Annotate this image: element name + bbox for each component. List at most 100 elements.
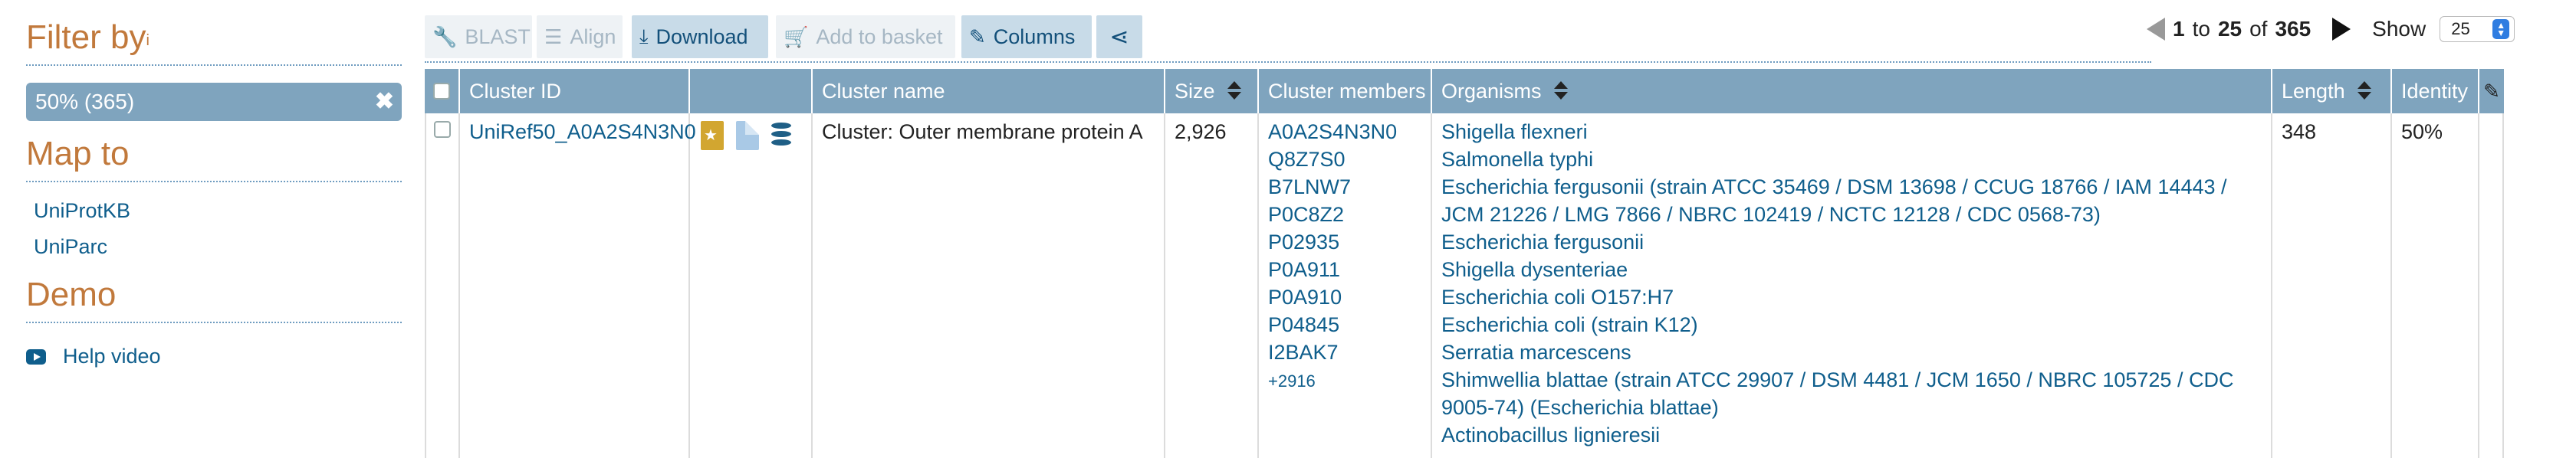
organism-link[interactable]: Shimwellia blattae (strain ATCC 29907 / … [1441,368,2234,419]
organism-link[interactable]: Shigella flexneri [1441,120,1588,143]
cluster-name: Cluster: Outer membrane protein A [822,120,1143,143]
show-label: Show [2372,17,2426,41]
length-cell: 348 [2272,113,2392,458]
map-to-list: UniProtKB UniParc [26,193,402,265]
header-organisms-label: Organisms [1441,79,1542,103]
page-size-select[interactable]: 25 ▲ ▼ [2440,16,2515,42]
blast-button[interactable]: 🔧 BLAST [425,15,532,58]
download-label: Download [656,25,748,48]
previous-page-icon[interactable] [2147,18,2165,41]
page-to-word: to [2192,17,2210,41]
header-cluster-id-label: Cluster ID [469,79,562,103]
row-select-cell [425,113,460,458]
header-size[interactable]: Size [1165,69,1259,113]
more-members-link[interactable]: +2916 [1268,371,1316,391]
database-icon[interactable] [771,123,791,149]
organism-link[interactable]: Escherichia coli (strain K12) [1441,313,1698,336]
cluster-size: 2,926 [1175,120,1227,143]
remove-filter-icon[interactable]: ✖ [374,89,394,114]
basket-icon: 🛒 [784,25,809,48]
header-size-label: Size [1175,79,1215,103]
filter-heading-text: Filter by [26,18,146,56]
document-icon[interactable] [736,121,759,150]
page-to: 25 [2217,17,2242,41]
header-identity-label: Identity [2401,79,2469,103]
header-cluster-name-label: Cluster name [822,79,945,103]
organism-link[interactable]: Escherichia fergusonii [1441,231,1644,254]
wrench-icon: 🔧 [432,25,458,48]
member-link[interactable]: Q8Z7S0 [1268,148,1346,171]
pagination: 1 to 25 of 365 Show 25 ▲ ▼ [2147,14,2515,44]
member-link[interactable]: P0A910 [1268,286,1342,309]
align-label: Align [570,25,616,48]
video-play-icon [26,348,46,365]
info-icon[interactable]: i [146,32,150,49]
organism-link[interactable]: Salmonella typhi [1441,148,1594,171]
sequence-length: 348 [2282,120,2317,143]
add-to-basket-label: Add to basket [816,25,943,48]
select-chevron-icon: ▲ ▼ [2492,19,2510,39]
map-link-uniprotkb[interactable]: UniProtKB [34,199,131,222]
member-link[interactable]: A0A2S4N3N0 [1268,120,1398,143]
organisms-cell: Shigella flexneri Salmonella typhi Esche… [1432,113,2272,458]
download-icon: ⤓ [639,25,649,47]
active-filter-label: 50% (365) [35,90,135,113]
header-cluster-name[interactable]: Cluster name [813,69,1165,113]
member-link[interactable]: P0A911 [1268,258,1341,281]
page-from: 1 [2173,17,2185,41]
edit-columns-cell[interactable]: ✎ [2479,69,2504,113]
add-to-basket-button[interactable]: 🛒 Add to basket [776,15,955,58]
table-header: Cluster ID Cluster name Size Cluster mem… [425,69,2504,113]
filter-heading: Filter byi [26,15,402,66]
identity-cell: 50% [2392,113,2479,458]
map-item-uniprotkb[interactable]: UniProtKB [26,193,402,229]
organism-link[interactable]: Shigella dysenteriae [1441,258,1628,281]
organism-link[interactable]: Serratia marcescens [1441,341,1631,364]
header-identity[interactable]: Identity [2392,69,2479,113]
header-icons [690,69,813,113]
columns-label: Columns [993,25,1076,48]
active-filter-pill[interactable]: 50% (365) ✖ [26,83,402,121]
columns-button[interactable]: ✎ Columns [961,15,1092,58]
header-cluster-id[interactable]: Cluster ID [460,69,690,113]
share-icon: ⋖ [1109,24,1129,50]
pencil-icon: ✎ [969,25,986,48]
identity-value: 50% [2401,120,2443,143]
size-cell: 2,926 [1165,113,1259,458]
header-organisms[interactable]: Organisms [1432,69,2272,113]
members-cell: A0A2S4N3N0 Q8Z7S0 B7LNW7 P0C8Z2 P02935 P… [1259,113,1432,458]
next-page-icon[interactable] [2332,18,2351,41]
header-length[interactable]: Length [2272,69,2392,113]
cluster-id-link[interactable]: UniRef50_A0A2S4N3N0 [469,120,696,143]
member-link[interactable]: I2BAK7 [1268,341,1339,364]
results-toolbar: 🔧 BLAST ☰ Align ⤓ Download 🛒 Add to basket ✎… [425,14,2151,63]
map-link-uniparc[interactable]: UniParc [34,235,108,258]
row-icons-cell [690,113,813,458]
member-link[interactable]: P04845 [1268,313,1340,336]
organism-link[interactable]: Escherichia coli O157:H7 [1441,286,1674,309]
help-video-link[interactable]: Help video [26,345,402,368]
header-cluster-members[interactable]: Cluster members [1259,69,1432,113]
download-button[interactable]: ⤓ Download [632,15,768,58]
sidebar: Filter byi 50% (365) ✖ Map to UniProtKB … [26,15,402,368]
member-link[interactable]: P02935 [1268,231,1340,254]
cluster-id-cell: UniRef50_A0A2S4N3N0 [460,113,696,458]
align-button[interactable]: ☰ Align [537,15,623,58]
map-item-uniparc[interactable]: UniParc [26,229,402,265]
help-video-label[interactable]: Help video [63,345,161,368]
blast-label: BLAST [465,25,531,48]
table-row: UniRef50_A0A2S4N3N0 Cluster: Outer membr… [425,113,2504,458]
reviewed-entry-icon[interactable] [701,121,724,150]
results-table: Cluster ID Cluster name Size Cluster mem… [425,69,2576,458]
member-link[interactable]: P0C8Z2 [1268,203,1345,226]
organism-link[interactable]: Actinobacillus lignieresii [1441,424,1661,447]
member-link[interactable]: B7LNW7 [1268,175,1352,198]
select-all-checkbox[interactable] [433,83,450,100]
header-length-label: Length [2282,79,2345,103]
page-of-word: of [2249,17,2268,41]
share-button[interactable]: ⋖ [1096,15,1142,58]
row-checkbox[interactable] [434,121,451,138]
select-all-cell [425,69,460,113]
edit-columns-icon[interactable]: ✎ [2483,79,2500,103]
organism-link[interactable]: Escherichia fergusonii (strain ATCC 3546… [1441,175,2227,226]
